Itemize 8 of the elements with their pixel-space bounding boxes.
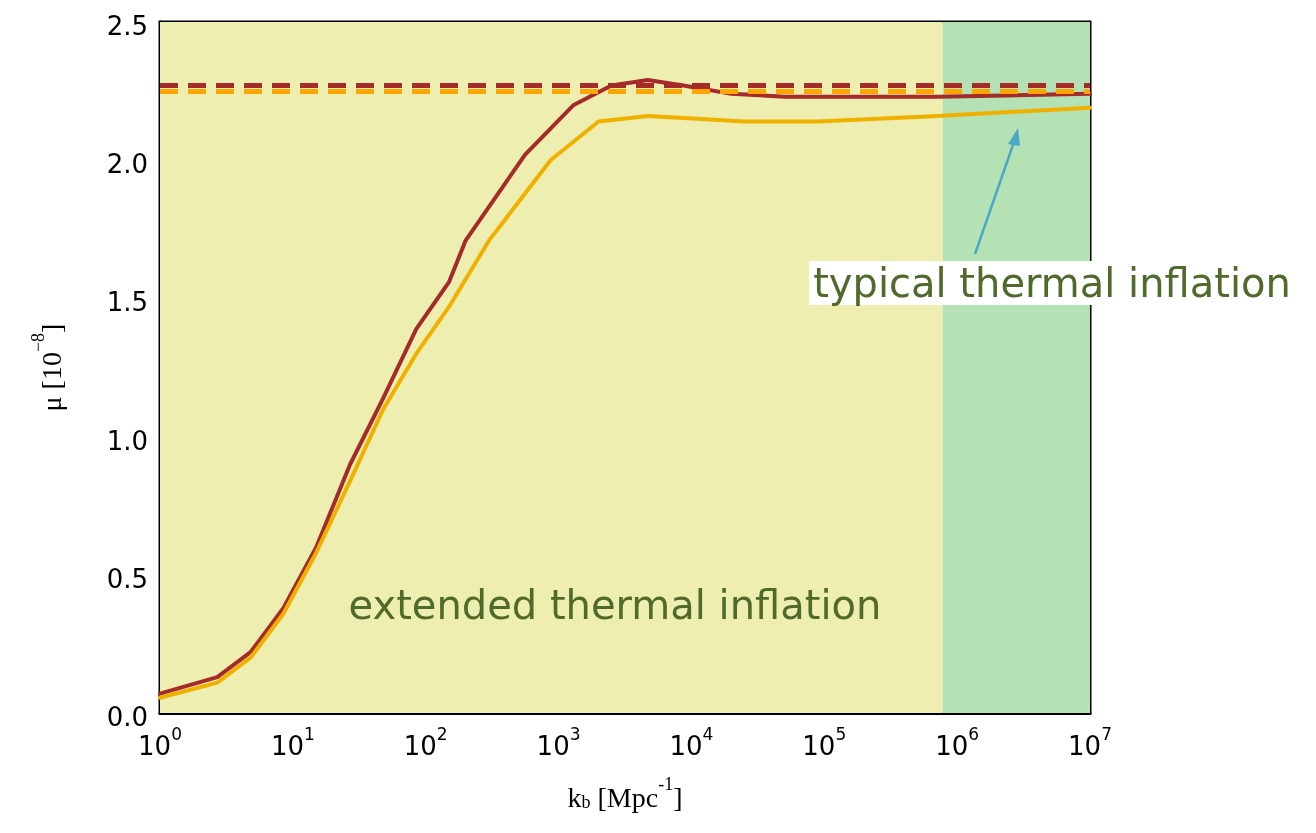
y-axis-title: μ [10−8] — [27, 323, 67, 412]
band-label: extended thermal inflation — [348, 582, 882, 628]
y-tick-label: 2.0 — [106, 149, 148, 180]
y-tick-label: 0.5 — [106, 563, 148, 594]
y-tick-label: 1.0 — [106, 425, 148, 456]
band-label: typical thermal inflation — [813, 260, 1291, 306]
y-tick-label: 1.5 — [106, 287, 148, 318]
y-tick-label: 2.5 — [106, 10, 148, 41]
